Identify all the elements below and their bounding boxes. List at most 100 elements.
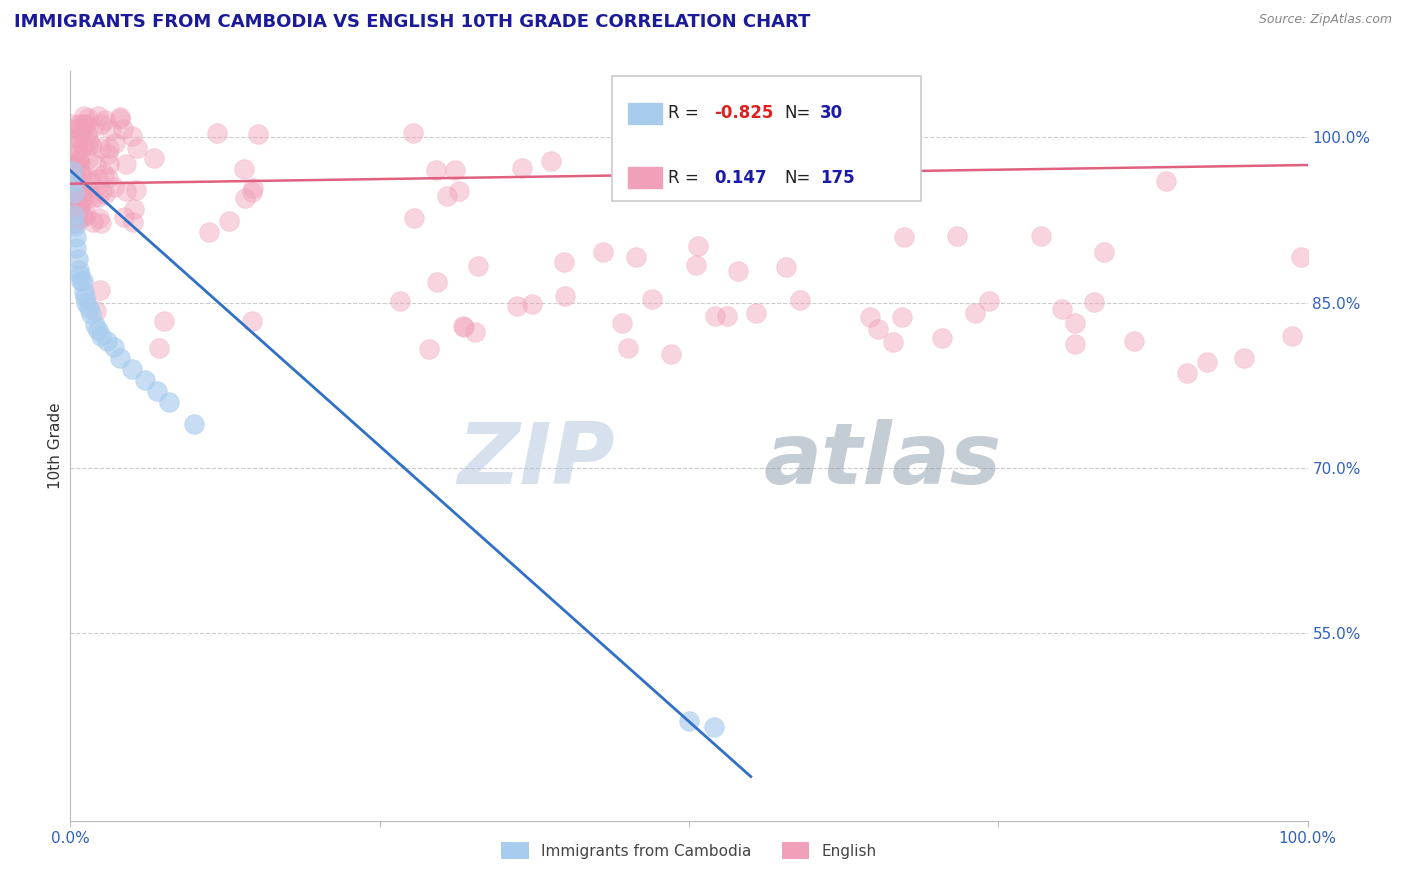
Point	[93, 167, 115, 181]
Point	[75, 295, 97, 310]
Point	[70, 123, 93, 137]
Point	[436, 189, 458, 203]
Point	[134, 373, 156, 387]
Point	[745, 306, 768, 320]
Point	[893, 230, 915, 244]
Point	[73, 187, 96, 202]
Point	[62, 121, 84, 136]
Point	[63, 177, 86, 191]
Point	[72, 139, 94, 153]
Point	[111, 122, 134, 136]
Text: 30: 30	[820, 104, 842, 122]
Point	[388, 293, 411, 308]
Point	[146, 384, 169, 398]
Point	[73, 109, 96, 123]
Point	[80, 137, 103, 152]
Point	[67, 262, 90, 277]
Point	[98, 157, 121, 171]
Point	[65, 241, 87, 255]
Point	[70, 185, 93, 199]
Point	[89, 283, 111, 297]
Point	[60, 117, 83, 131]
Point	[72, 208, 94, 222]
Point	[75, 208, 97, 222]
Point	[890, 310, 912, 325]
Point	[540, 153, 562, 168]
Point	[97, 170, 120, 185]
Point	[977, 293, 1000, 308]
Point	[716, 309, 738, 323]
Text: -0.825: -0.825	[714, 104, 773, 122]
Point	[72, 210, 94, 224]
Point	[125, 141, 148, 155]
Point	[121, 128, 143, 143]
Point	[62, 216, 84, 230]
Point	[703, 123, 725, 137]
Point	[931, 331, 953, 345]
Point	[66, 137, 89, 152]
Text: IMMIGRANTS FROM CAMBODIA VS ENGLISH 10TH GRADE CORRELATION CHART: IMMIGRANTS FROM CAMBODIA VS ENGLISH 10TH…	[14, 13, 810, 31]
Point	[789, 293, 811, 307]
Point	[112, 210, 135, 224]
Point	[77, 301, 100, 316]
Text: 0.147: 0.147	[714, 169, 766, 186]
Point	[76, 191, 98, 205]
Point	[418, 342, 440, 356]
Point	[63, 169, 86, 183]
Point	[67, 117, 90, 131]
Point	[67, 153, 90, 168]
Point	[65, 229, 87, 244]
Point	[679, 119, 702, 133]
Point	[114, 184, 136, 198]
Point	[77, 139, 100, 153]
Point	[1175, 366, 1198, 380]
Point	[94, 186, 117, 201]
Point	[157, 395, 180, 409]
Point	[1156, 174, 1178, 188]
Point	[1064, 336, 1087, 351]
Point	[108, 351, 131, 365]
Point	[90, 216, 112, 230]
Point	[661, 347, 683, 361]
Point	[70, 274, 93, 288]
Point	[65, 219, 87, 233]
Point	[84, 158, 107, 172]
Point	[66, 174, 89, 188]
Point	[75, 117, 97, 131]
Point	[233, 191, 256, 205]
Point	[205, 126, 228, 140]
Point	[103, 179, 125, 194]
Point	[100, 123, 122, 137]
Point	[75, 290, 97, 304]
Point	[93, 112, 115, 127]
Point	[60, 193, 83, 207]
Point	[153, 314, 176, 328]
Point	[67, 202, 90, 217]
Point	[404, 211, 426, 225]
Point	[67, 195, 90, 210]
Point	[945, 228, 967, 243]
Point	[66, 131, 89, 145]
Point	[1064, 316, 1087, 330]
Point	[125, 183, 148, 197]
Point	[82, 120, 104, 135]
Point	[1281, 329, 1303, 343]
Point	[882, 335, 904, 350]
Point	[425, 162, 447, 177]
Point	[727, 264, 749, 278]
Point	[69, 268, 91, 283]
Point	[67, 201, 90, 215]
Point	[823, 112, 845, 127]
Point	[426, 276, 449, 290]
Point	[1029, 229, 1052, 244]
Point	[122, 215, 145, 229]
Point	[84, 304, 107, 318]
Point	[148, 341, 170, 355]
Point	[1289, 250, 1312, 264]
Point	[685, 258, 707, 272]
Point	[72, 186, 94, 200]
Point	[60, 169, 83, 183]
Point	[63, 186, 86, 200]
Point	[66, 252, 89, 266]
Point	[72, 168, 94, 182]
